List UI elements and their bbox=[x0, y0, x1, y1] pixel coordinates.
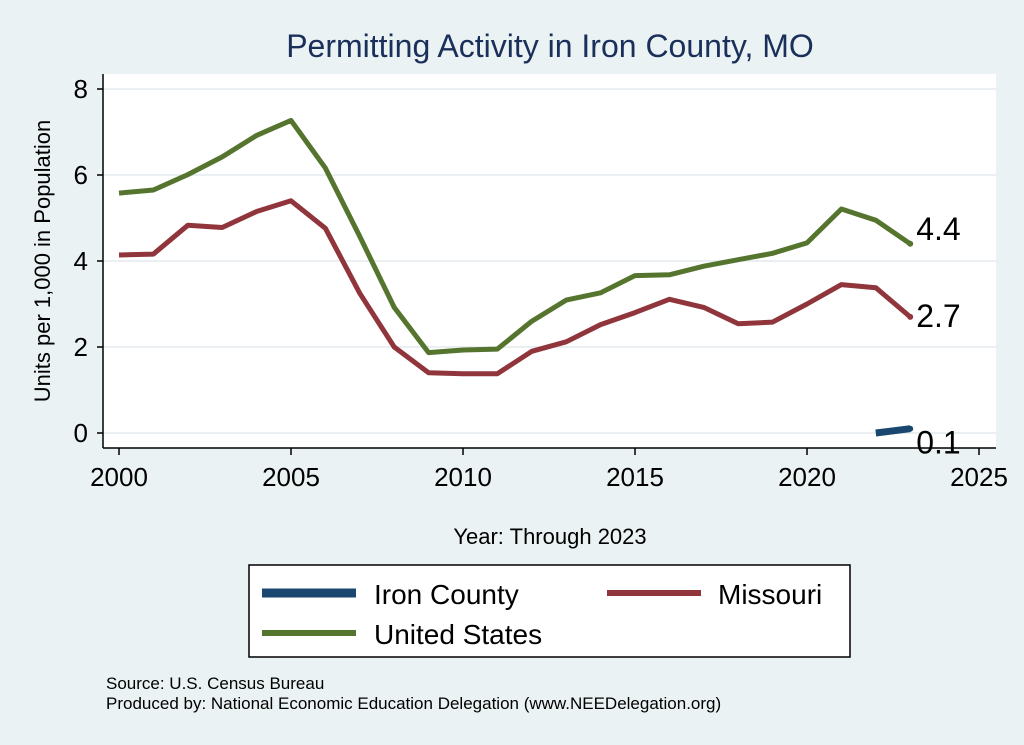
series-line-iron-county bbox=[875, 425, 911, 437]
chart-title: Permitting Activity in Iron County, MO bbox=[286, 28, 814, 64]
x-tick-label-2005: 2005 bbox=[262, 462, 320, 492]
x-tick-label-2010: 2010 bbox=[434, 462, 492, 492]
y-axis-title: Units per 1,000 in Population bbox=[30, 120, 55, 403]
end-label-iron-county: 0.1 bbox=[916, 425, 960, 461]
x-tick-label-2000: 2000 bbox=[90, 462, 148, 492]
end-point-united-states bbox=[907, 240, 914, 247]
legend-box bbox=[248, 564, 851, 658]
legend-label-missouri: Missouri bbox=[718, 579, 822, 610]
y-tick-label-8: 8 bbox=[74, 74, 88, 104]
end-label-missouri: 2.7 bbox=[916, 298, 960, 334]
y-tick-label-6: 6 bbox=[74, 160, 88, 190]
y-tick-label-2: 2 bbox=[74, 332, 88, 362]
y-tick-label-0: 0 bbox=[74, 418, 88, 448]
legend: Iron County Missouri United States bbox=[248, 564, 851, 658]
series-line-united-states bbox=[118, 117, 912, 356]
axes: 0 2 4 6 8 2000 2005 2010 2015 2020 2025 bbox=[74, 74, 1008, 492]
x-tick-label-2015: 2015 bbox=[606, 462, 664, 492]
x-tick-label-2020: 2020 bbox=[778, 462, 836, 492]
series-layer: 0.1 2.7 4.4 bbox=[118, 117, 961, 461]
legend-label-iron-county: Iron County bbox=[374, 579, 519, 610]
series-line-missouri bbox=[118, 198, 912, 377]
x-axis-title: Year: Through 2023 bbox=[453, 524, 646, 549]
legend-label-united-states: United States bbox=[374, 619, 542, 650]
end-point-iron-county bbox=[907, 425, 914, 432]
y-tick-label-4: 4 bbox=[74, 246, 88, 276]
end-label-united-states: 4.4 bbox=[916, 211, 960, 247]
source-note: Source: U.S. Census Bureau bbox=[106, 674, 324, 693]
end-point-missouri bbox=[907, 313, 914, 320]
producer-note: Produced by: National Economic Education… bbox=[106, 694, 721, 713]
x-tick-label-2025: 2025 bbox=[950, 462, 1008, 492]
